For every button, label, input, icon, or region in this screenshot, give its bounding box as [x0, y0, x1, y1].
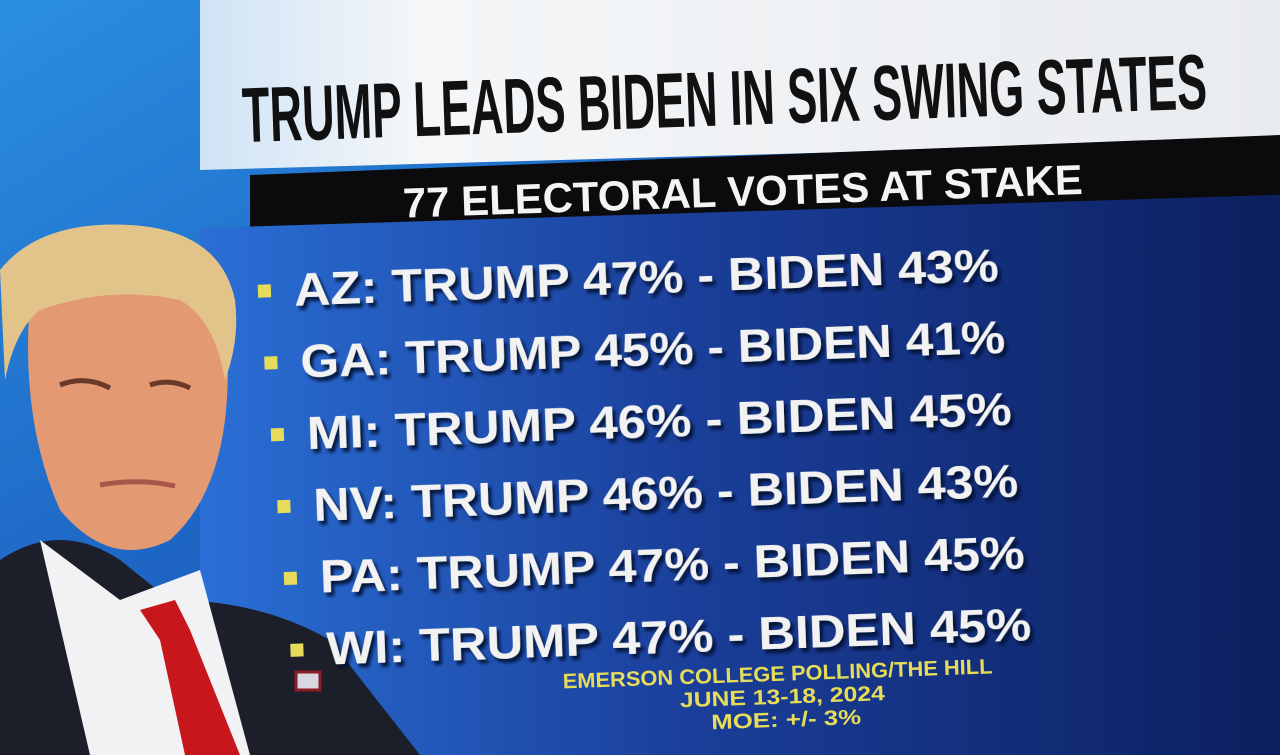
source-line: MOE: +/- 3% — [711, 706, 862, 734]
eye — [59, 378, 112, 391]
bullet — [283, 571, 298, 586]
bullet — [264, 356, 278, 370]
bullet — [257, 284, 272, 298]
bullet — [270, 427, 285, 442]
face — [28, 272, 228, 550]
bullet — [277, 499, 291, 514]
flag-pin — [294, 670, 322, 692]
eye — [149, 379, 192, 391]
subtitle-band — [250, 135, 1280, 228]
portrait — [0, 224, 420, 755]
hair — [0, 224, 237, 380]
bullet — [290, 643, 304, 657]
mouth — [99, 479, 176, 489]
content-panel — [200, 195, 1280, 755]
tie — [140, 600, 240, 755]
title-band — [200, 0, 1280, 170]
